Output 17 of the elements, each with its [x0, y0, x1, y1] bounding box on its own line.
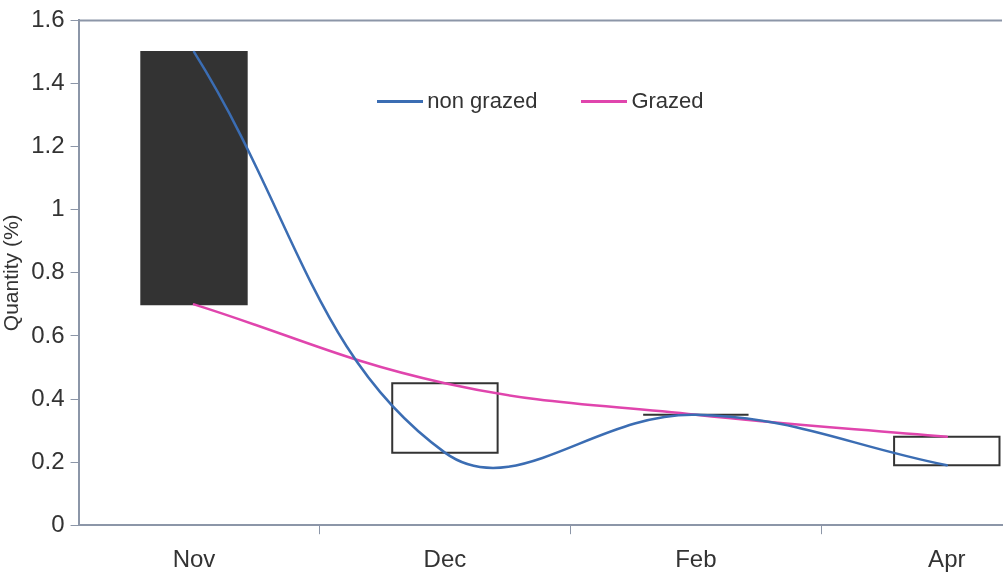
y-tick-label: 1.4: [31, 68, 65, 96]
y-tick-label: 0.4: [31, 383, 65, 411]
y-tick-label: 0.2: [31, 446, 65, 474]
y-tick-label: 0.6: [31, 320, 65, 348]
line-series: [192, 303, 949, 439]
x-tick-label: Feb: [675, 545, 717, 573]
legend-label: non grazed: [427, 88, 538, 115]
x-tick-label: Nov: [172, 545, 216, 573]
y-tick-label: 1.2: [31, 131, 65, 159]
y-tick-label: 1.6: [31, 5, 65, 33]
y-tick-label: 0.8: [31, 257, 65, 285]
y-axis-title: Quantity (%): [0, 214, 23, 332]
x-tick-label: Dec: [423, 545, 467, 573]
legend-label: Grazed: [631, 88, 704, 115]
x-tick-label: Apr: [928, 545, 966, 573]
y-tick-label: 1: [51, 194, 65, 222]
y-tick-label: 0: [51, 509, 65, 537]
